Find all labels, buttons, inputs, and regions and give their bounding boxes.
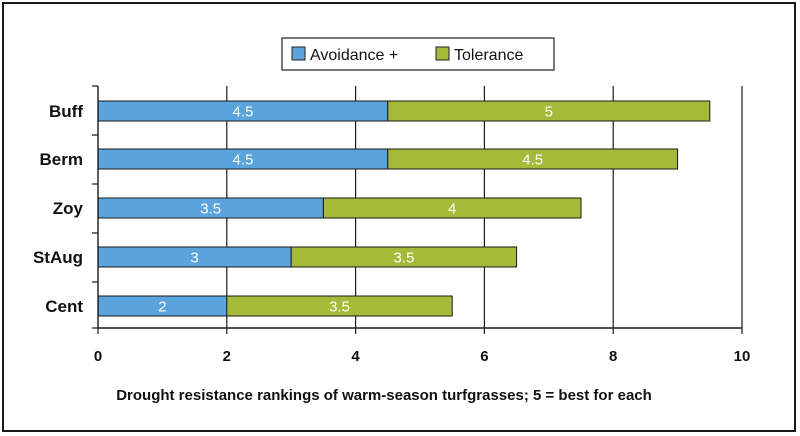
data-label-berm-avoidance: 4.5	[232, 152, 253, 169]
x-axis-title: Drought resistance rankings of warm-seas…	[116, 387, 652, 404]
data-label-zoy-avoidance: 3.5	[200, 201, 221, 218]
legend-box	[281, 37, 555, 71]
legend: Avoidance + Tolerance	[281, 37, 555, 71]
bar-buff-tolerance	[387, 100, 711, 122]
x-tick-label-0: 0	[94, 348, 102, 365]
x-tick-label-8: 8	[609, 348, 617, 365]
bar-berm-tolerance	[387, 148, 679, 170]
data-label-staug-tolerance: 3.5	[393, 250, 414, 267]
category-label-cent: Cent	[45, 297, 83, 316]
labels: 4.5 5 Buff 4.5 4.5 Berm 3.5 4 Zoy 3 3.5 StAug 2 3.5 Ce…	[33, 102, 750, 365]
category-label-zoy: Zoy	[53, 199, 84, 218]
category-label-staug: StAug	[33, 248, 83, 267]
bar-staug-tolerance	[290, 246, 518, 268]
data-label-buff-tolerance: 5	[545, 104, 553, 121]
data-label-staug-avoidance: 3	[190, 250, 198, 267]
axes	[92, 85, 743, 334]
category-label-berm: Berm	[40, 150, 83, 169]
data-label-cent-avoidance: 2	[158, 299, 166, 316]
legend-swatch-avoidance	[291, 46, 306, 61]
x-tick-label-4: 4	[351, 348, 360, 365]
legend-label-avoidance: Avoidance +	[310, 47, 398, 64]
x-tick-label-6: 6	[480, 348, 488, 365]
data-label-berm-tolerance: 4.5	[522, 152, 543, 169]
data-label-cent-tolerance: 3.5	[329, 299, 350, 316]
legend-label-tolerance: Tolerance	[454, 47, 523, 64]
bar-cent-tolerance	[226, 295, 453, 317]
bars	[97, 100, 711, 317]
x-tick-label-10: 10	[734, 348, 751, 365]
legend-swatch-tolerance	[435, 46, 450, 61]
data-label-buff-avoidance: 4.5	[232, 104, 253, 121]
bar-zoy-tolerance	[322, 197, 582, 219]
data-label-zoy-tolerance: 4	[448, 201, 456, 218]
x-tick-label-2: 2	[223, 348, 231, 365]
category-label-buff: Buff	[49, 102, 83, 121]
